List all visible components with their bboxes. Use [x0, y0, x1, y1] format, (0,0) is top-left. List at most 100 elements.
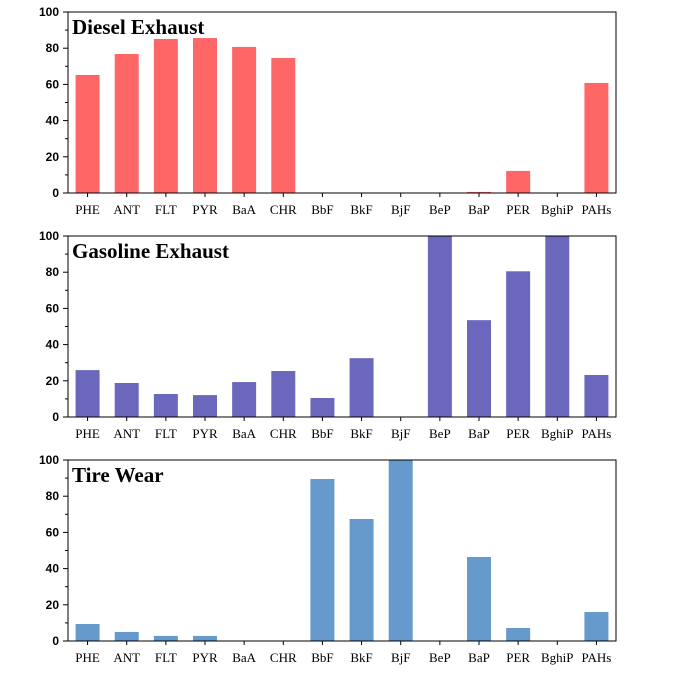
x-tick-label: ANT — [113, 202, 140, 217]
bar-CHR — [271, 371, 296, 417]
panel-2: PHE ANT FLT PYR BaA CHR BbF BkF BjF BeP BaP PER Bghi… — [39, 229, 617, 441]
x-tick-label: PAHs — [581, 426, 611, 441]
y-tick-label: 100 — [39, 229, 59, 243]
x-tick-label: BkF — [350, 650, 372, 665]
y-tick-label: 40 — [46, 562, 60, 576]
bar-BaA — [232, 382, 257, 417]
bar-PHE — [75, 623, 100, 641]
x-tick-label: BaA — [232, 202, 256, 217]
y-tick-label: 20 — [46, 374, 60, 388]
panel-3: PHE ANT FLT PYR BaA CHR BbF BkF BjF BeP BaP PER Bghi… — [39, 453, 617, 665]
x-tick-label: ANT — [113, 426, 140, 441]
x-tick-label: BeP — [429, 426, 451, 441]
x-tick-label: BeP — [429, 202, 451, 217]
bar-ANT — [114, 382, 139, 417]
bar-FLT — [153, 635, 178, 641]
x-tick-label: BjF — [391, 650, 411, 665]
y-tick-label: 80 — [46, 265, 60, 279]
x-tick-label: BjF — [391, 202, 411, 217]
y-tick-label: 80 — [46, 489, 60, 503]
bar-ANT — [114, 631, 139, 641]
bar-PER — [506, 170, 531, 193]
bar-PYR — [193, 38, 217, 194]
panel-title: Diesel Exhaust — [72, 15, 204, 39]
x-tick-label: BaP — [468, 426, 490, 441]
bar-PHE — [75, 370, 100, 417]
x-tick-label: BaP — [468, 202, 490, 217]
bar-PAHs — [584, 612, 609, 641]
bar-BbF — [310, 397, 335, 417]
y-tick-label: 40 — [46, 114, 60, 128]
bar-PAHs — [584, 82, 609, 193]
bar-FLT — [153, 38, 178, 194]
y-tick-label: 0 — [52, 186, 59, 200]
x-tick-label: PYR — [192, 202, 218, 217]
plot-frame — [67, 11, 617, 194]
bar-BaA — [232, 46, 257, 193]
bar-BghiP — [545, 236, 570, 417]
x-tick-label: CHR — [270, 202, 297, 217]
bar-BkF — [349, 358, 374, 417]
y-tick-label: 100 — [39, 5, 59, 19]
y-tick-label: 40 — [46, 338, 60, 352]
x-tick-label: CHR — [270, 426, 297, 441]
panel-1: PHE ANT FLT PYR BaA CHR BbF BkF BjF BeP BaP PER Bghi… — [39, 5, 617, 217]
bar-BaP — [467, 191, 491, 193]
x-tick-label: BbF — [311, 426, 333, 441]
bar-PYR — [193, 635, 217, 641]
x-tick-label: BghiP — [541, 202, 574, 217]
x-tick-label: BghiP — [541, 650, 574, 665]
panel-title: Gasoline Exhaust — [72, 239, 229, 263]
bar-BeP — [427, 236, 452, 417]
x-tick-label: BbF — [311, 650, 333, 665]
bar-BaP — [467, 557, 491, 641]
x-tick-label: BghiP — [541, 426, 574, 441]
y-tick-label: 80 — [46, 41, 60, 55]
bar-CHR — [271, 57, 296, 193]
x-tick-label: BaA — [232, 426, 256, 441]
x-tick-label: PHE — [75, 202, 100, 217]
x-tick-label: CHR — [270, 650, 297, 665]
x-tick-label: PYR — [192, 426, 218, 441]
y-tick-label: 100 — [39, 453, 59, 467]
x-tick-label: BaP — [468, 650, 490, 665]
y-tick-label: 20 — [46, 598, 60, 612]
bar-BbF — [310, 479, 335, 641]
y-tick-label: 60 — [46, 525, 60, 539]
x-tick-label: BkF — [350, 426, 372, 441]
x-tick-label: BaA — [232, 650, 256, 665]
bar-FLT — [153, 394, 178, 417]
x-tick-label: PYR — [192, 650, 218, 665]
panel-title: Tire Wear — [72, 463, 164, 487]
x-tick-label: BbF — [311, 202, 333, 217]
x-tick-label: FLT — [155, 202, 177, 217]
y-tick-label: 60 — [46, 301, 60, 315]
x-tick-label: PHE — [75, 650, 100, 665]
plot-frame — [67, 459, 617, 642]
x-tick-label: PER — [506, 426, 530, 441]
x-tick-label: BeP — [429, 650, 451, 665]
bar-PHE — [75, 74, 100, 193]
plot-frame — [67, 235, 617, 418]
bar-PER — [506, 271, 531, 417]
bar-BkF — [349, 519, 374, 641]
bar-BjF — [388, 460, 413, 641]
x-tick-label: BjF — [391, 426, 411, 441]
x-tick-label: PER — [506, 202, 530, 217]
bar-PAHs — [584, 375, 609, 417]
y-tick-label: 0 — [52, 634, 59, 648]
x-tick-label: PER — [506, 650, 530, 665]
bar-ANT — [114, 53, 139, 193]
x-tick-label: PHE — [75, 426, 100, 441]
y-tick-label: 0 — [52, 410, 59, 424]
x-tick-label: ANT — [113, 650, 140, 665]
bar-BaP — [467, 320, 491, 417]
x-tick-label: PAHs — [581, 202, 611, 217]
x-tick-label: BkF — [350, 202, 372, 217]
y-tick-label: 60 — [46, 77, 60, 91]
x-tick-label: FLT — [155, 426, 177, 441]
x-tick-label: FLT — [155, 650, 177, 665]
y-tick-label: 20 — [46, 150, 60, 164]
